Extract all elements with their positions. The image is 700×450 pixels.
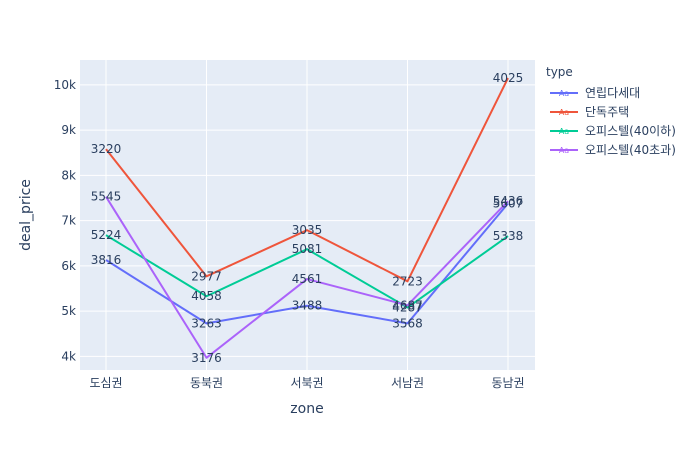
legend-item[interactable]: Aa 오피스텔(40이하) [550, 124, 676, 138]
data-label: 3035 [292, 223, 323, 237]
data-label: 3568 [392, 316, 423, 330]
data-label: 4287 [392, 301, 423, 315]
series-line [105, 196, 509, 359]
y-axis-ticks: 4k 5k 6k 7k 8k 9k 10k [54, 78, 76, 364]
data-label: 5338 [493, 229, 524, 243]
x-tick-label: 서남권 [391, 376, 424, 390]
data-label: 5545 [91, 190, 122, 204]
data-label: 4058 [191, 289, 222, 303]
legend-label: 연립다세대 [585, 86, 640, 100]
data-label: 3176 [191, 351, 222, 365]
data-label: 2723 [392, 274, 423, 288]
series-line [105, 77, 509, 283]
data-label: 5081 [292, 242, 323, 256]
legend-title: type [546, 65, 573, 79]
data-label: 4025 [493, 71, 524, 85]
legend-item[interactable]: Aa 단독주택 [550, 105, 629, 119]
y-tick-label: 10k [54, 78, 76, 92]
x-tick-label: 서북권 [290, 376, 323, 390]
data-label: 3488 [292, 299, 323, 313]
data-label: 2977 [191, 269, 222, 283]
legend-item[interactable]: Aa 연립다세대 [550, 86, 640, 100]
data-labels: 3816 3263 3488 3568 5607 3220 2977 3035 2723 4025… [91, 71, 524, 365]
legend-marker: Aa [559, 89, 569, 98]
y-tick-label: 6k [61, 259, 76, 273]
series-line [105, 234, 509, 309]
legend-item[interactable]: Aa 오피스텔(40초과) [550, 143, 676, 157]
y-tick-label: 9k [61, 123, 76, 137]
legend-marker: Aa [559, 146, 569, 155]
legend-label: 오피스텔(40초과) [585, 143, 676, 157]
series-lines [105, 77, 509, 359]
y-tick-label: 7k [61, 214, 76, 228]
x-axis-ticks: 도심권 동북권 서북권 서남권 동남권 [89, 376, 524, 390]
data-label: 3220 [91, 142, 122, 156]
y-axis-title: deal_price [18, 179, 34, 251]
legend-label: 오피스텔(40이하) [585, 124, 676, 138]
x-tick-label: 동북권 [190, 376, 223, 390]
legend-marker: Aa [559, 127, 569, 136]
data-label: 5607 [493, 196, 524, 210]
x-axis-title: zone [290, 401, 323, 417]
data-label: 4687 [392, 298, 423, 312]
y-tick-label: 5k [61, 304, 76, 318]
y-tick-label: 8k [61, 168, 76, 182]
legend-marker: Aa [559, 108, 569, 117]
data-label: 5436 [493, 194, 524, 208]
data-label: 4561 [292, 272, 323, 286]
data-label: 3816 [91, 253, 122, 267]
x-tick-label: 동남권 [491, 376, 524, 390]
data-label: 3263 [191, 316, 222, 330]
x-tick-label: 도심권 [89, 376, 122, 390]
legend-label: 단독주택 [585, 105, 629, 119]
y-tick-label: 4k [61, 349, 76, 363]
legend: type Aa 연립다세대 Aa 단독주택 Aa 오피스텔(40이하) Aa 오피스텔(40초… [546, 65, 676, 157]
data-label: 5224 [91, 228, 122, 242]
